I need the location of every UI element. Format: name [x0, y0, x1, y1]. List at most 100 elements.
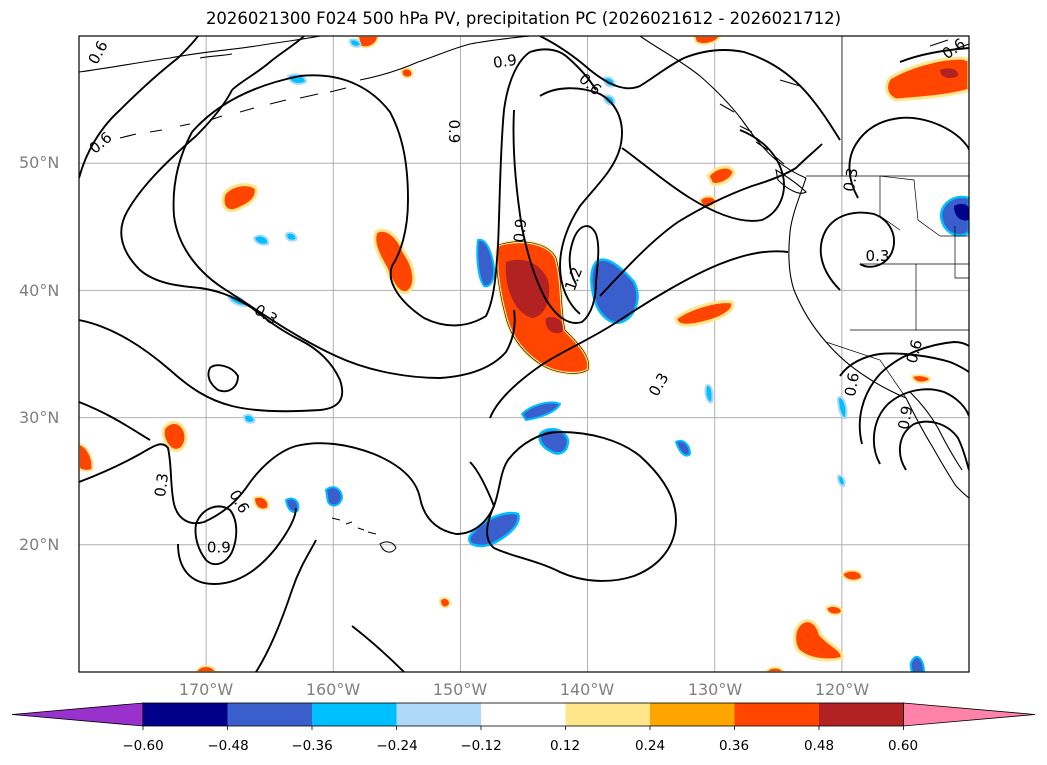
pv-contour-0-9-se [873, 388, 969, 465]
precip-outline-central [496, 241, 590, 374]
precip-positive-north-edge2 [692, 36, 722, 45]
lat-label-20n: 20°N [19, 535, 60, 554]
contour-label: 0.9 [894, 404, 916, 431]
precip-positive-123w [824, 604, 844, 616]
contour-label-text: 0.3 [645, 370, 673, 400]
colorbar-frame [142, 702, 904, 727]
political-borders [806, 36, 969, 399]
precipitation-fill [79, 36, 969, 672]
precip-positive-55n [400, 67, 414, 79]
pv-contour-0-9-band [539, 87, 623, 315]
colorbar-tick-neg-048: −0.48 [207, 738, 249, 754]
colorbar-bin [565, 703, 651, 726]
colorbar-tick-pos-024: 0.24 [634, 738, 666, 754]
pv-contour-0-6-north [539, 36, 841, 141]
pv-contour-0-3-ne [848, 116, 969, 199]
contour-label-text: 0.6 [86, 128, 116, 157]
precip-positive-120w-16n [840, 569, 864, 582]
pv-contour-0-3-mid [231, 36, 305, 91]
pv-contour-1-2 [512, 109, 600, 324]
lat-label-50n: 50°N [19, 153, 60, 172]
pv-contour-0-9-north [529, 48, 597, 91]
contour-label-text: 0.9 [207, 538, 231, 556]
lon-label-150w: 150°W [432, 680, 488, 699]
contour-label-text: 0.3 [151, 472, 172, 498]
precip-positive-166w [252, 495, 270, 511]
contour-label-text: 0.9 [894, 404, 916, 431]
colorbar-bin [819, 703, 904, 726]
lon-label-170w: 170°W [178, 680, 234, 699]
pv-contour-0-3-south [79, 442, 495, 535]
contour-label: 0.3 [645, 370, 673, 400]
pv-contour-0-9-south [194, 505, 238, 566]
colorbar-bin [650, 703, 735, 726]
precip-negative-142w-29n [538, 427, 570, 455]
precip-positive-northeast-core [940, 68, 959, 78]
contour-label: 0.3 [251, 301, 281, 329]
colorbar-bin [143, 703, 228, 726]
contour-label-text: 0.6 [841, 371, 863, 398]
contour-label-text: 0.3 [840, 166, 862, 193]
colorbar-tick-pos-060: 0.60 [887, 738, 919, 754]
colorbar-extend-high [903, 702, 1036, 727]
lon-label-140w: 140°W [559, 680, 615, 699]
hawaiian-islands [331, 517, 397, 553]
precip-positive-bottom2 [764, 666, 786, 672]
contour-label-text: 0.3 [866, 247, 890, 265]
lon-label-130w: 130°W [687, 680, 743, 699]
figure-title: 2026021300 F024 500 hPa PV, precipitatio… [205, 9, 842, 28]
precip-negative-135w [674, 439, 692, 457]
lon-label-120w: 120°W [814, 680, 870, 699]
contour-label: 0.6 [903, 338, 927, 366]
map-plot-area: 0.6 0.9 0.6 0.6 0.6 0.9 0.3 0.9 1.2 0.3 0.3 0.6 0.3 0… [79, 36, 969, 672]
precip-positive-baja [910, 374, 932, 384]
precip-negative-east-edge-core [954, 203, 969, 221]
precip-positive-west-edge [79, 442, 94, 472]
colorbar-bin [734, 703, 820, 726]
pv-contour-0-3-southwest-loop [207, 364, 239, 393]
precip-negative-center-east [590, 258, 639, 325]
pv-contour-0-6-gyre [191, 51, 531, 327]
pv-contour-0-9-se-inner [898, 420, 969, 471]
precip-positive-central-core [505, 259, 550, 318]
precip-negative-132w [704, 384, 714, 404]
pv-contour-0-6-southbottom [255, 539, 317, 672]
precip-negative-120w-25n [836, 474, 846, 488]
precip-positive-18n [438, 596, 452, 609]
precip-negative-120w-30n [836, 396, 848, 420]
contour-label-text: 0.9 [510, 218, 530, 243]
precip-negative-31n [520, 401, 562, 422]
lat-label-30n: 30°N [19, 408, 60, 427]
contour-label: 0.6 [225, 487, 253, 517]
colorbar-bin [227, 703, 313, 726]
lon-label-160w: 160°W [305, 680, 361, 699]
contour-label: 0.9 [510, 218, 530, 243]
pv-contour-0-3-northeast [599, 143, 823, 297]
pv-contour-0-3-middle-loop [469, 461, 495, 507]
contour-label: 0.3 [151, 472, 172, 498]
pv-contour-0-3-south-mid [79, 401, 405, 672]
contour-label-text: 0.9 [445, 119, 463, 143]
contour-label: 0.6 [86, 128, 116, 157]
lat-label-40n: 40°N [19, 281, 60, 300]
pv-contours [79, 36, 969, 672]
colorbar-tick-neg-060: −0.60 [122, 738, 164, 754]
colorbar-tick-pos-048: 0.48 [803, 738, 835, 754]
precip-negative-south-east [909, 655, 926, 672]
contour-label-text: 1.2 [561, 265, 586, 294]
precip-positive-south [793, 619, 844, 662]
pv-contour-0-6-south [177, 507, 297, 585]
pv-contour-0-3-central [489, 250, 789, 419]
colorbar-tick-neg-012: −0.12 [460, 738, 502, 754]
colorbar-tick-pos-012: 0.12 [549, 738, 581, 754]
colorbar-bin [481, 703, 566, 726]
colorbar-tick-pos-036: 0.36 [718, 738, 750, 754]
precip-positive-165w [221, 183, 258, 213]
contour-label: 0.6 [841, 371, 863, 398]
colorbar-extend-low [11, 702, 144, 727]
contour-label-text: 0.9 [492, 51, 518, 72]
precip-negative-168w-30n [242, 413, 256, 424]
precip-negative-146w-24n [468, 511, 520, 548]
pv-contour-0-3-southeast [486, 431, 677, 582]
